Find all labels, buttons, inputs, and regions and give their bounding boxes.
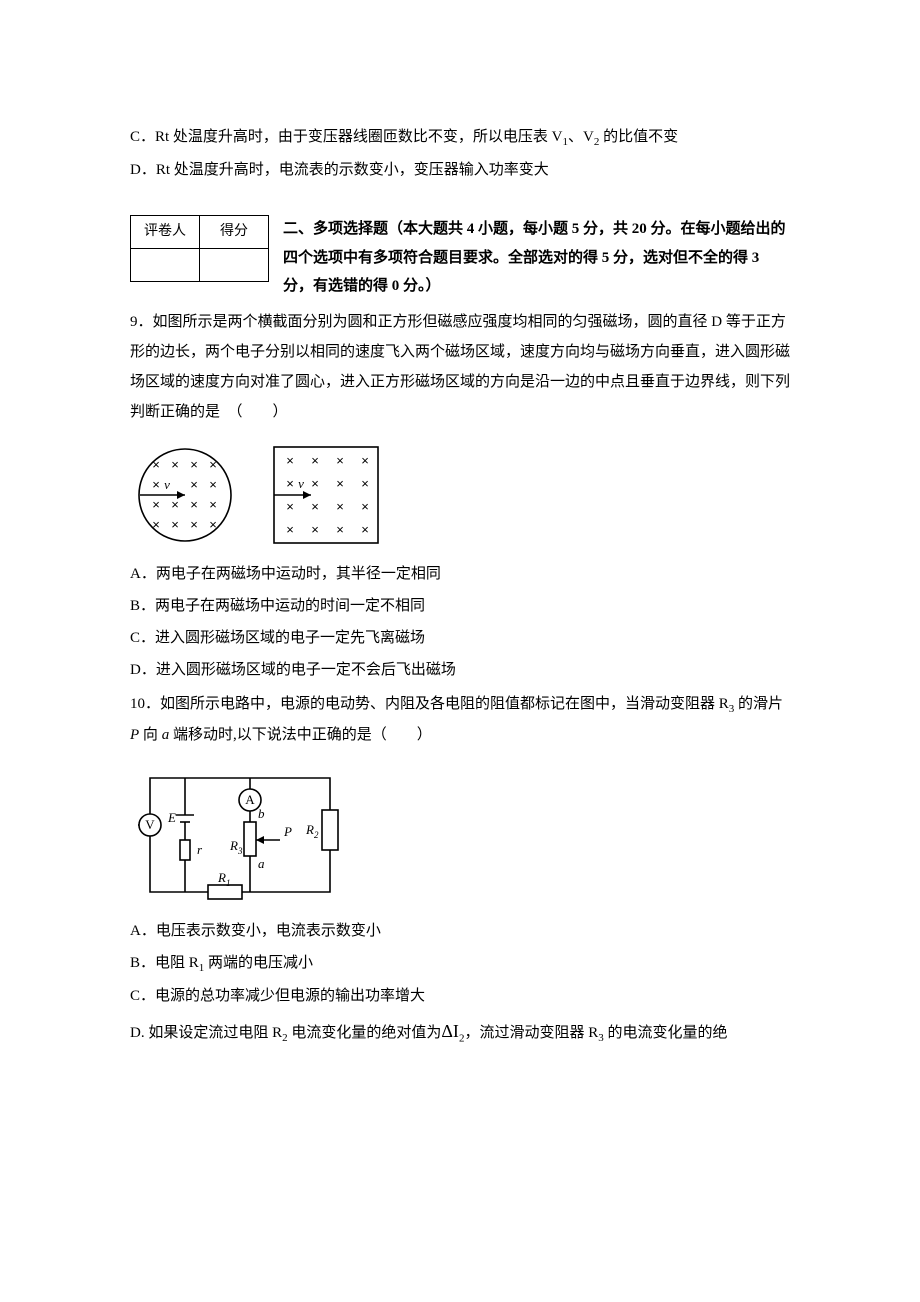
svg-text:×: × [336, 476, 344, 491]
ammeter-label: A [245, 792, 255, 807]
q9-option-b: B．两电子在两磁场中运动的时间一定不相同 [130, 591, 790, 621]
svg-text:×: × [171, 457, 179, 472]
circle-field-svg: × × × × × v × × × × × × × × × × [130, 445, 242, 545]
svg-text:×: × [286, 499, 294, 514]
q9-stem: 9．如图所示是两个横截面分别为圆和正方形但磁感应强度均相同的匀强磁场，圆的直径 … [130, 307, 790, 427]
grader-table: 评卷人 得分 [130, 215, 269, 282]
r3-label: R [229, 838, 238, 853]
a-label: a [258, 856, 265, 871]
q10-mid2: 向 [139, 727, 162, 743]
q10-d-pre: D. 如果设定流过电阻 R [130, 1025, 282, 1041]
q10-mid: 的滑片 [734, 696, 783, 712]
svg-text:v: v [164, 477, 170, 492]
q10-p: P [130, 727, 139, 743]
q9-diagram: ×××× × v ×× ×××× ×××× ×××× × v × ×× ××××… [130, 441, 790, 549]
grader-col1-cell [131, 249, 200, 282]
svg-text:×: × [171, 517, 179, 532]
svg-text:×: × [190, 477, 198, 492]
svg-text:×: × [171, 497, 179, 512]
svg-text:×: × [361, 522, 369, 537]
svg-text:v: v [298, 476, 304, 491]
r1-label: R [217, 870, 226, 885]
q10-b-post: 两端的电压减小 [204, 955, 313, 971]
svg-text:×: × [286, 476, 294, 491]
r2-label: R [305, 822, 314, 837]
q10-d-mid: 电流变化量的绝对值为 [288, 1025, 442, 1041]
q10-option-a: A．电压表示数变小，电流表示数变小 [130, 916, 790, 946]
v2-sep: 、V [568, 129, 594, 145]
svg-text:×: × [209, 517, 217, 532]
svg-text:×: × [152, 517, 160, 532]
svg-text:×: × [190, 517, 198, 532]
q10-option-b: B．电阻 R1 两端的电压减小 [130, 948, 790, 979]
svg-text:×: × [209, 497, 217, 512]
q10-d-mid2: ，流过滑动变阻器 R [464, 1025, 598, 1041]
grader-col2-header: 得分 [200, 216, 269, 249]
q10-option-c: C．电源的总功率减少但电源的输出功率增大 [130, 981, 790, 1011]
svg-text:×: × [152, 457, 160, 472]
b-label: b [258, 806, 265, 821]
q10-b-pre: B．电阻 R [130, 955, 199, 971]
svg-text:×: × [336, 499, 344, 514]
p-label: P [283, 824, 292, 839]
svg-text:×: × [190, 497, 198, 512]
svg-text:×: × [286, 453, 294, 468]
svg-text:×: × [286, 522, 294, 537]
q10-option-d: D. 如果设定流过电阻 R2 电流变化量的绝对值为ΔI2，流过滑动变阻器 R3 … [130, 1013, 790, 1050]
q9-option-c: C．进入圆形磁场区域的电子一定先飞离磁场 [130, 623, 790, 653]
svg-text:×: × [311, 453, 319, 468]
option-d-text: D．Rt 处温度升高时，电流表的示数变小，变压器输入功率变大 [130, 162, 549, 178]
svg-text:×: × [311, 476, 319, 491]
grader-col1-header: 评卷人 [131, 216, 200, 249]
svg-text:×: × [209, 477, 217, 492]
square-field-svg: × × × × × v × × × × × × × × × × × [266, 441, 386, 549]
r-label: r [197, 842, 203, 857]
q9-option-d: D．进入圆形磁场区域的电子一定不会后飞出磁场 [130, 655, 790, 685]
svg-text:×: × [152, 497, 160, 512]
emf-label: E [167, 810, 176, 825]
q10-d-post: 的电流变化量的绝 [604, 1025, 728, 1041]
svg-text:×: × [361, 499, 369, 514]
q10-post: 端移动时,以下说法中正确的是（ ） [169, 727, 432, 743]
q10-stem-pre: 10．如图所示电路中，电源的电动势、内阻及各电阻的阻值都标记在图中，当滑动变阻器… [130, 696, 729, 712]
q10-d-delta: ΔI2 [441, 1021, 464, 1041]
svg-text:R3: R3 [229, 838, 243, 856]
svg-text:×: × [361, 453, 369, 468]
q10-stem: 10．如图所示电路中，电源的电动势、内阻及各电阻的阻值都标记在图中，当滑动变阻器… [130, 689, 790, 750]
svg-text:×: × [336, 522, 344, 537]
section-2-title: 二、多项选择题（本大题共 4 小题，每小题 5 分，共 20 分。在每小题给出的… [283, 215, 790, 301]
svg-text:×: × [361, 476, 369, 491]
grader-col2-cell [200, 249, 269, 282]
option-c-tail: 的比值不变 [599, 129, 678, 145]
svg-text:×: × [190, 457, 198, 472]
option-c: C．Rt 处温度升高时，由于变压器线圈匝数比不变，所以电压表 V1、V2 的比值… [130, 122, 790, 153]
option-c-text: C．Rt 处温度升高时，由于变压器线圈匝数比不变，所以电压表 V [130, 129, 563, 145]
svg-text:×: × [311, 522, 319, 537]
delta-i: ΔI [441, 1021, 459, 1041]
svg-text:×: × [152, 477, 160, 492]
circuit-svg: V A E r b a P R3 R2 R1 [130, 760, 350, 910]
svg-text:×: × [209, 457, 217, 472]
svg-text:R2: R2 [305, 822, 319, 840]
voltmeter-label: V [145, 817, 155, 832]
q9-option-a: A．两电子在两磁场中运动时，其半径一定相同 [130, 559, 790, 589]
svg-text:×: × [311, 499, 319, 514]
q10-circuit: V A E r b a P R3 R2 R1 [130, 760, 790, 910]
svg-text:×: × [336, 453, 344, 468]
option-d: D．Rt 处温度升高时，电流表的示数变小，变压器输入功率变大 [130, 155, 790, 185]
